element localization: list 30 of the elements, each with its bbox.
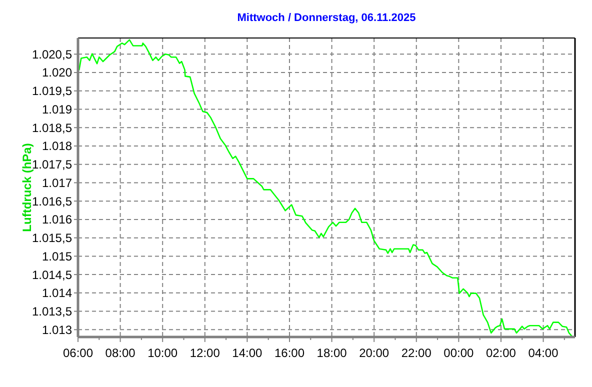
y-tick-label: 1.020 [42,66,72,80]
y-tick-label: 1.016 [42,212,72,227]
x-tick-label: 22:00 [401,346,432,360]
y-tick-label: 1.020,5 [32,47,72,62]
y-tick-label: 1.014 [42,286,72,300]
y-tick-label: 1.019 [42,102,72,116]
y-tick-label: 1.015 [42,249,72,264]
y-tick-label: 1.014,5 [32,268,72,282]
y-tick-label: 1.013 [42,322,72,337]
x-tick-label: 20:00 [359,346,390,360]
x-tick-label: 00:00 [444,346,474,360]
x-tick-label: 12:00 [190,346,220,360]
x-tick-label: 04:00 [528,346,559,360]
y-tick-label: 1.019,5 [32,84,72,98]
y-axis-title: Luftdruck (hPa) [20,143,34,232]
x-tick-label: 16:00 [274,346,305,360]
y-tick-label: 1.017 [42,176,72,190]
x-tick-label: 18:00 [316,346,348,360]
line-series [78,39,574,338]
x-tick-label: 14:00 [232,346,263,360]
x-tick-label: 02:00 [486,346,516,360]
y-tick-label: 1.018,5 [32,120,72,135]
chart-title: Mittwoch / Donnerstag, 06.11.2025 [237,12,416,24]
y-tick-label: 1.015,5 [32,231,72,246]
x-tick-label: 10:00 [148,346,178,360]
y-tick-label: 1.013,5 [32,304,72,318]
x-tick-label: 06:00 [62,346,94,360]
x-tick-label: 08:00 [105,346,136,360]
y-tick-label: 1.016,5 [32,194,72,208]
y-tick-label: 1.018 [42,139,72,154]
